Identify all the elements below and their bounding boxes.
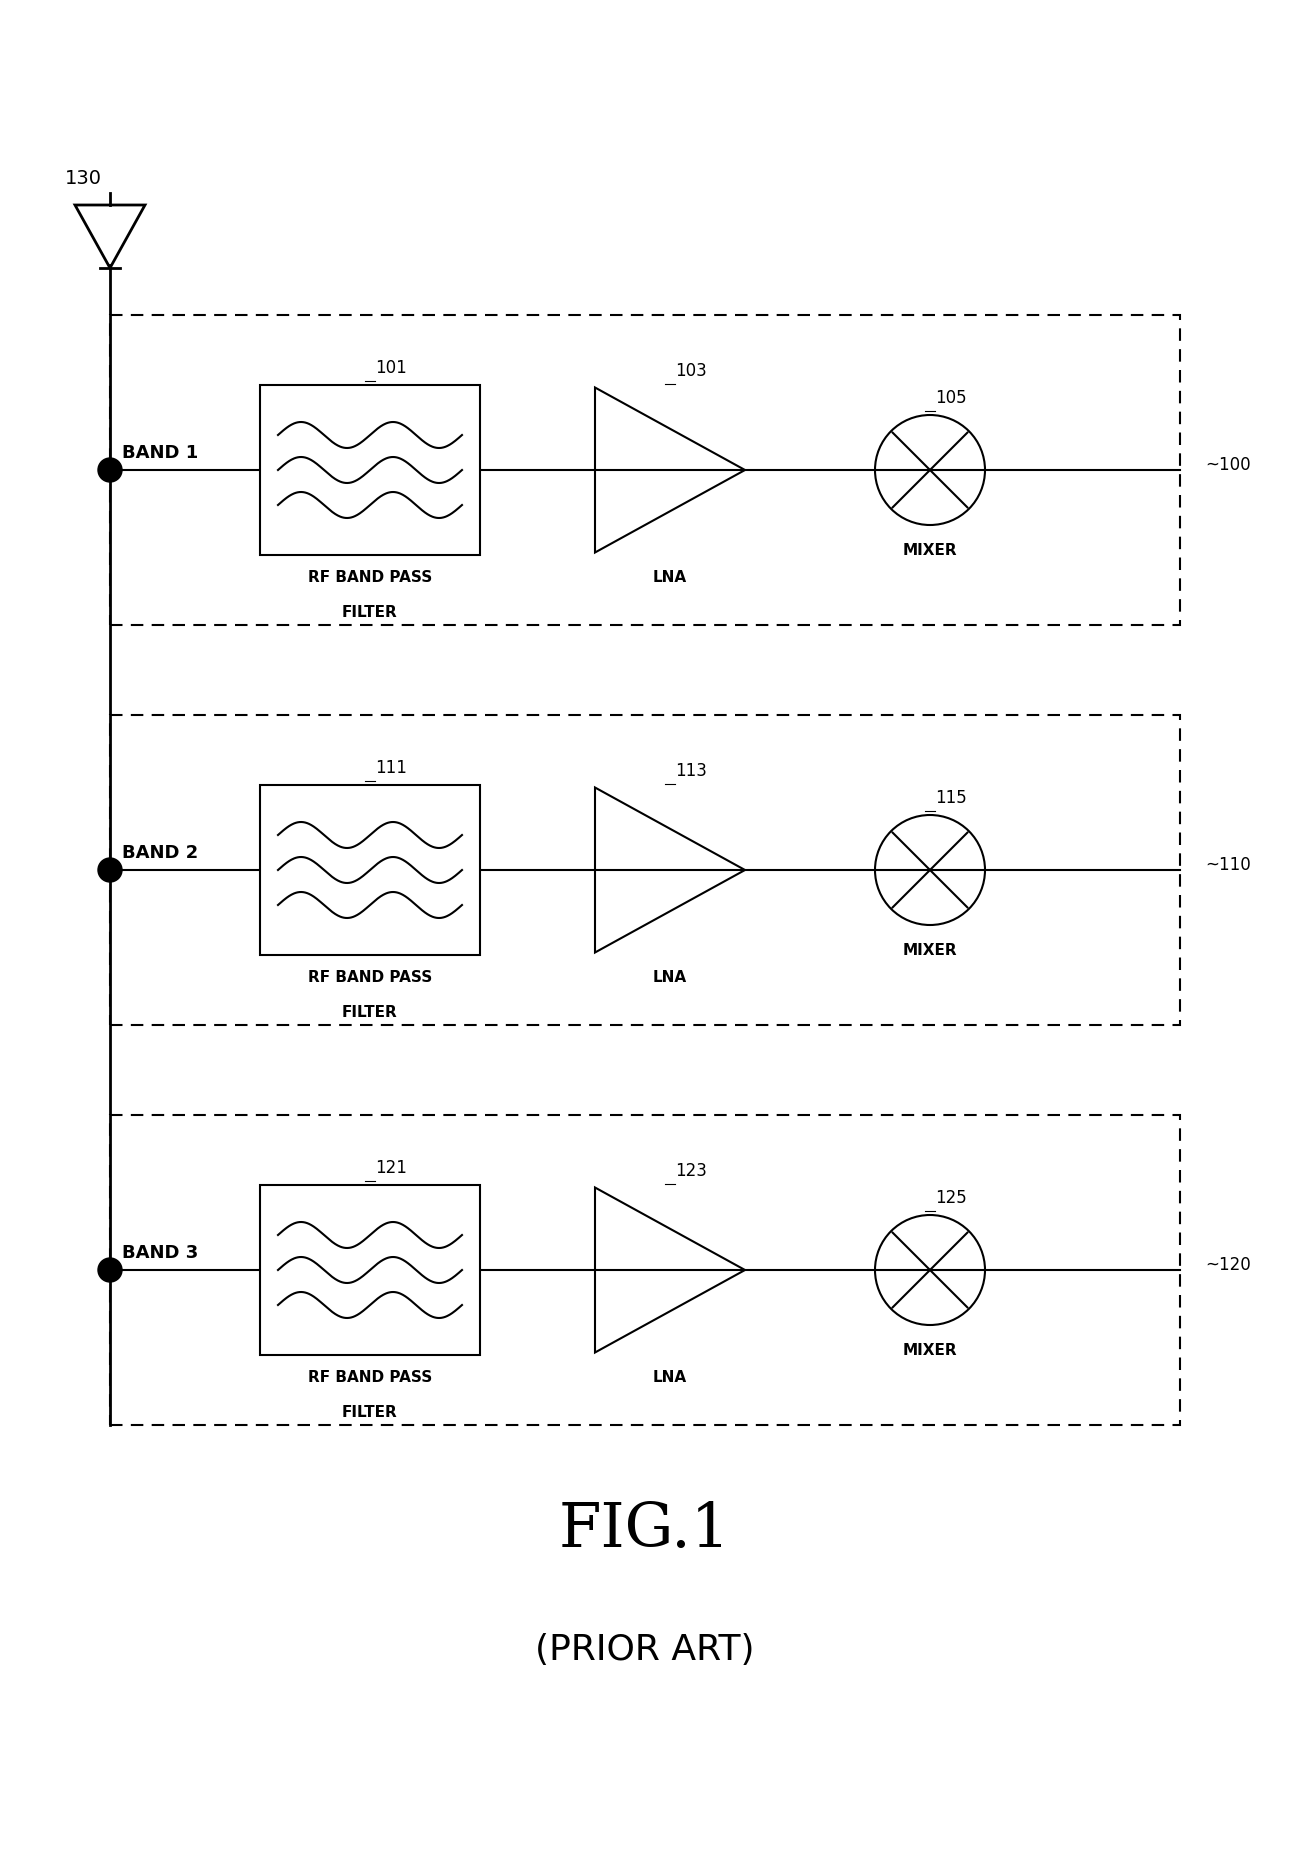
Text: 111: 111 xyxy=(375,758,407,777)
Bar xyxy=(260,1186,480,1354)
Bar xyxy=(260,385,480,555)
Text: 125: 125 xyxy=(935,1190,967,1206)
Text: 115: 115 xyxy=(935,788,967,807)
Text: 101: 101 xyxy=(375,359,407,377)
Text: FILTER: FILTER xyxy=(342,1005,398,1019)
Bar xyxy=(110,1116,1179,1424)
Bar xyxy=(110,714,1179,1025)
Text: 121: 121 xyxy=(375,1158,407,1177)
Text: BAND 3: BAND 3 xyxy=(122,1243,199,1262)
Text: MIXER: MIXER xyxy=(902,944,958,958)
Text: FILTER: FILTER xyxy=(342,605,398,620)
Text: 123: 123 xyxy=(675,1162,706,1180)
Text: LNA: LNA xyxy=(654,1371,687,1386)
Text: BAND 1: BAND 1 xyxy=(122,444,199,462)
Text: BAND 2: BAND 2 xyxy=(122,844,199,862)
Text: 103: 103 xyxy=(675,361,706,379)
Circle shape xyxy=(98,459,122,483)
Text: (PRIOR ART): (PRIOR ART) xyxy=(535,1634,754,1667)
Text: RF BAND PASS: RF BAND PASS xyxy=(308,969,432,984)
Text: ~120: ~120 xyxy=(1205,1256,1250,1275)
Circle shape xyxy=(98,858,122,882)
Text: LNA: LNA xyxy=(654,570,687,585)
Text: 105: 105 xyxy=(935,388,967,407)
Text: RF BAND PASS: RF BAND PASS xyxy=(308,1371,432,1386)
Bar xyxy=(110,314,1179,625)
Text: LNA: LNA xyxy=(654,971,687,986)
Text: RF BAND PASS: RF BAND PASS xyxy=(308,570,432,585)
Text: ~110: ~110 xyxy=(1205,857,1250,873)
Bar xyxy=(260,784,480,955)
Text: MIXER: MIXER xyxy=(902,1343,958,1358)
Text: FILTER: FILTER xyxy=(342,1404,398,1421)
Text: 113: 113 xyxy=(675,762,706,779)
Text: MIXER: MIXER xyxy=(902,544,958,559)
Text: FIG.1: FIG.1 xyxy=(558,1500,731,1560)
Circle shape xyxy=(98,1258,122,1282)
Text: ~100: ~100 xyxy=(1205,455,1250,474)
Text: 130: 130 xyxy=(64,168,102,189)
